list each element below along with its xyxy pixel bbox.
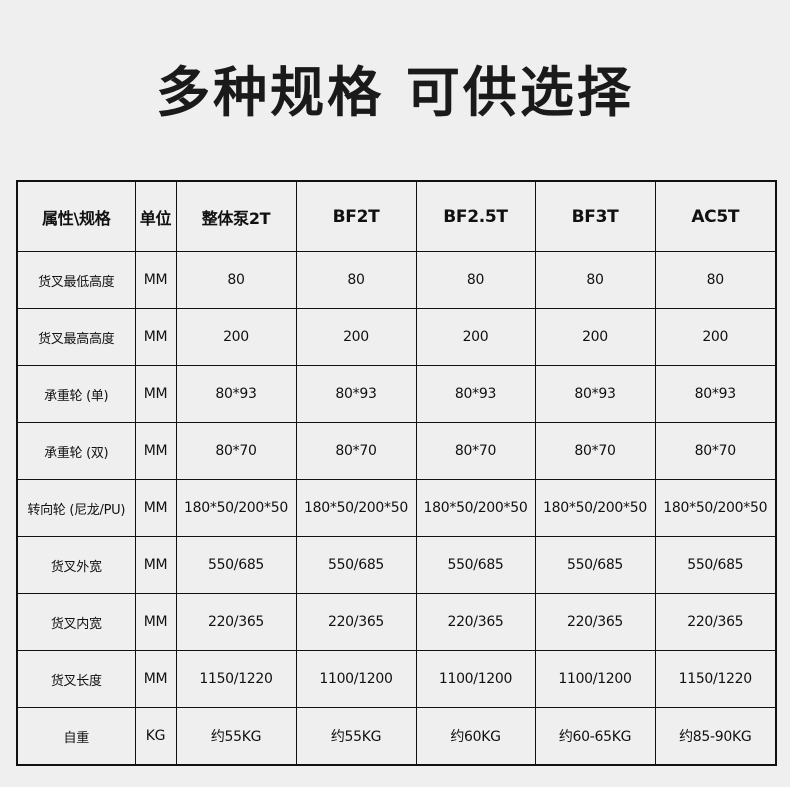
value-cell: 80*70: [175, 422, 297, 480]
attribute-cell: 货叉最低高度: [16, 251, 136, 309]
table-row: 承重轮 (双) MM 80*70 80*70 80*70 80*70 80*70: [16, 422, 777, 480]
value-cell: 80*93: [175, 365, 297, 423]
value-cell: 80: [295, 251, 417, 309]
value-cell: 220/365: [175, 593, 297, 651]
value-cell: 180*50/200*50: [415, 479, 536, 537]
column-header: 单位: [134, 180, 177, 252]
column-header: BF3T: [534, 180, 656, 252]
unit-cell: MM: [134, 650, 177, 708]
value-cell: 80: [654, 251, 777, 309]
value-cell: 80: [175, 251, 297, 309]
unit-cell: MM: [134, 479, 177, 537]
value-cell: 约55KG: [175, 707, 297, 766]
value-cell: 80*70: [295, 422, 417, 480]
value-cell: 550/685: [534, 536, 656, 594]
unit-cell: MM: [134, 536, 177, 594]
value-cell: 180*50/200*50: [534, 479, 656, 537]
value-cell: 80*93: [415, 365, 536, 423]
page-title: 多种规格 可供选择: [156, 61, 634, 124]
value-cell: 550/685: [175, 536, 297, 594]
attribute-cell: 承重轮 (双): [16, 422, 136, 480]
table-row: 货叉长度 MM 1150/1220 1100/1200 1100/1200 1100/12…: [16, 650, 777, 708]
unit-cell: MM: [134, 422, 177, 480]
value-cell: 220/365: [295, 593, 417, 651]
value-cell: 550/685: [295, 536, 417, 594]
value-cell: 80*70: [534, 422, 656, 480]
value-cell: 约85-90KG: [654, 707, 777, 766]
value-cell: 200: [295, 308, 417, 366]
attribute-cell: 货叉外宽: [16, 536, 136, 594]
value-cell: 约60-65KG: [534, 707, 656, 766]
unit-cell: KG: [134, 707, 177, 766]
table-row: 货叉最低高度 MM 80 80 80 80 80: [16, 251, 777, 309]
table-row: 承重轮 (单) MM 80*93 80*93 80*93 80*93 80*93: [16, 365, 777, 423]
table-row: 货叉最高高度 MM 200 200 200 200 200: [16, 308, 777, 366]
value-cell: 1100/1200: [415, 650, 536, 708]
value-cell: 220/365: [534, 593, 656, 651]
value-cell: 200: [654, 308, 777, 366]
table-row: 转向轮 (尼龙/PU) MM 180*50/200*50 180*50/200*50 1…: [16, 479, 777, 537]
value-cell: 220/365: [654, 593, 777, 651]
value-cell: 550/685: [654, 536, 777, 594]
value-cell: 180*50/200*50: [654, 479, 777, 537]
attribute-cell: 承重轮 (单): [16, 365, 136, 423]
value-cell: 200: [534, 308, 656, 366]
value-cell: 约60KG: [415, 707, 536, 766]
attribute-cell: 货叉内宽: [16, 593, 136, 651]
value-cell: 1100/1200: [534, 650, 656, 708]
table-row: 自重 KG 约55KG 约55KG 约60KG 约60-65KG 约85-90KG: [16, 707, 777, 766]
column-header: BF2T: [295, 180, 417, 252]
unit-cell: MM: [134, 308, 177, 366]
spec-table: 属性\规格 单位 整体泵2T BF2T BF2.5T BF3T AC5T 货叉最低高度 MM 80…: [16, 180, 777, 766]
unit-cell: MM: [134, 593, 177, 651]
value-cell: 1150/1220: [654, 650, 777, 708]
value-cell: 180*50/200*50: [175, 479, 297, 537]
value-cell: 80*93: [534, 365, 656, 423]
table-row: 货叉外宽 MM 550/685 550/685 550/685 550/685 550/68…: [16, 536, 777, 594]
value-cell: 80: [415, 251, 536, 309]
value-cell: 80*70: [654, 422, 777, 480]
attribute-cell: 转向轮 (尼龙/PU): [16, 479, 136, 537]
value-cell: 80: [534, 251, 656, 309]
attribute-cell: 自重: [16, 707, 136, 766]
column-header: 整体泵2T: [175, 180, 297, 252]
attribute-cell: 货叉最高高度: [16, 308, 136, 366]
column-header: 属性\规格: [16, 180, 136, 252]
value-cell: 1150/1220: [175, 650, 297, 708]
table-header-row: 属性\规格 单位 整体泵2T BF2T BF2.5T BF3T AC5T: [16, 180, 777, 252]
value-cell: 220/365: [415, 593, 536, 651]
value-cell: 80*93: [654, 365, 777, 423]
value-cell: 1100/1200: [295, 650, 417, 708]
value-cell: 180*50/200*50: [295, 479, 417, 537]
column-header: AC5T: [654, 180, 777, 252]
table-row: 货叉内宽 MM 220/365 220/365 220/365 220/365 220/36…: [16, 593, 777, 651]
value-cell: 200: [415, 308, 536, 366]
value-cell: 80*70: [415, 422, 536, 480]
attribute-cell: 货叉长度: [16, 650, 136, 708]
unit-cell: MM: [134, 251, 177, 309]
value-cell: 80*93: [295, 365, 417, 423]
value-cell: 约55KG: [295, 707, 417, 766]
value-cell: 550/685: [415, 536, 536, 594]
value-cell: 200: [175, 308, 297, 366]
column-header: BF2.5T: [415, 180, 536, 252]
unit-cell: MM: [134, 365, 177, 423]
